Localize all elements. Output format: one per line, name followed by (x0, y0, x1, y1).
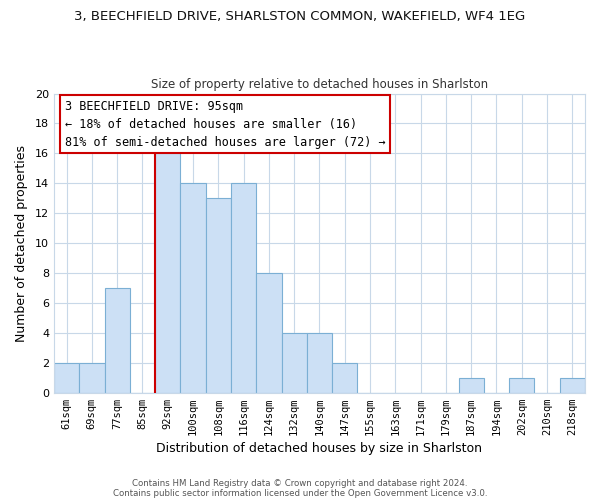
Bar (332, 363, 358, 392)
Text: 3, BEECHFIELD DRIVE, SHARLSTON COMMON, WAKEFIELD, WF4 1EG: 3, BEECHFIELD DRIVE, SHARLSTON COMMON, W… (74, 10, 526, 23)
Bar (307, 333, 332, 392)
Bar (181, 184, 206, 392)
Text: Contains public sector information licensed under the Open Government Licence v3: Contains public sector information licen… (113, 488, 487, 498)
Bar (458, 378, 484, 392)
Bar (256, 273, 281, 392)
Bar (54, 363, 79, 392)
X-axis label: Distribution of detached houses by size in Sharlston: Distribution of detached houses by size … (157, 442, 482, 455)
Text: Contains HM Land Registry data © Crown copyright and database right 2024.: Contains HM Land Registry data © Crown c… (132, 478, 468, 488)
Text: 3 BEECHFIELD DRIVE: 95sqm
← 18% of detached houses are smaller (16)
81% of semi-: 3 BEECHFIELD DRIVE: 95sqm ← 18% of detac… (65, 100, 385, 148)
Bar (509, 378, 535, 392)
Bar (104, 288, 130, 393)
Bar (281, 333, 307, 392)
Y-axis label: Number of detached properties: Number of detached properties (15, 144, 28, 342)
Bar (155, 154, 181, 392)
Bar (560, 378, 585, 392)
Title: Size of property relative to detached houses in Sharlston: Size of property relative to detached ho… (151, 78, 488, 91)
Bar (231, 184, 256, 392)
Bar (79, 363, 104, 392)
Bar (206, 198, 231, 392)
